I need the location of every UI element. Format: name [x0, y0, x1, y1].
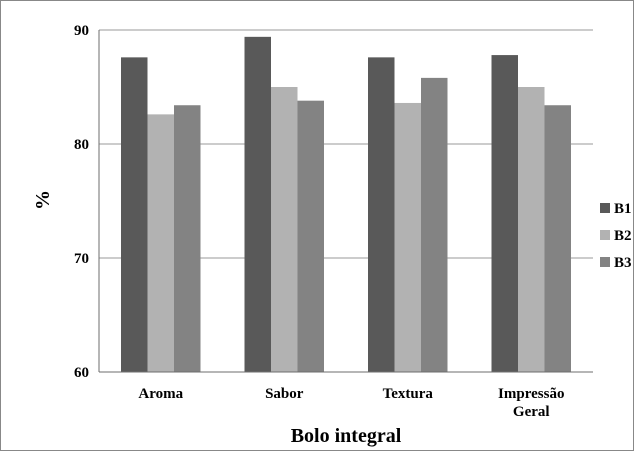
y-tick-labels: 60 70 80 90 — [74, 23, 89, 381]
bar-b1 — [244, 36, 271, 373]
bar-b2 — [271, 87, 298, 372]
y-axis-title: % — [32, 190, 54, 210]
legend-label-b2: B2 — [614, 228, 632, 244]
legend-swatch-b1 — [600, 203, 610, 213]
y-tick-label: 80 — [74, 137, 89, 153]
bar-b2 — [147, 114, 174, 373]
legend-swatch-b2 — [600, 230, 610, 240]
bar-b3 — [421, 77, 448, 372]
bar-b3 — [544, 105, 571, 373]
bar-b2 — [394, 102, 421, 373]
bar-b1 — [368, 57, 395, 373]
x-tick-label: Sabor — [265, 386, 304, 402]
y-tick-label: 70 — [74, 251, 89, 267]
bar-b3 — [174, 105, 201, 373]
bar-b1 — [491, 55, 518, 372]
x-axis-title: Bolo integral — [291, 425, 402, 447]
x-tick-labels: Aroma Sabor Textura Impressão Geral — [138, 386, 564, 420]
x-tick-label: Textura — [383, 386, 434, 402]
x-tick-label: Impressão Geral — [498, 386, 564, 420]
legend-label-b3: B3 — [614, 255, 632, 271]
bar-b2 — [518, 87, 545, 372]
axes — [98, 30, 593, 373]
x-tick-label: Aroma — [138, 386, 183, 402]
legend-swatch-b3 — [600, 257, 610, 267]
bars — [121, 36, 571, 373]
y-tick-label: 60 — [74, 365, 89, 381]
bar-b1 — [121, 57, 148, 373]
legend: B1 B2 B3 — [600, 201, 632, 271]
y-tick-label: 90 — [74, 23, 89, 39]
bar-b3 — [297, 100, 324, 373]
legend-label-b1: B1 — [614, 201, 632, 217]
